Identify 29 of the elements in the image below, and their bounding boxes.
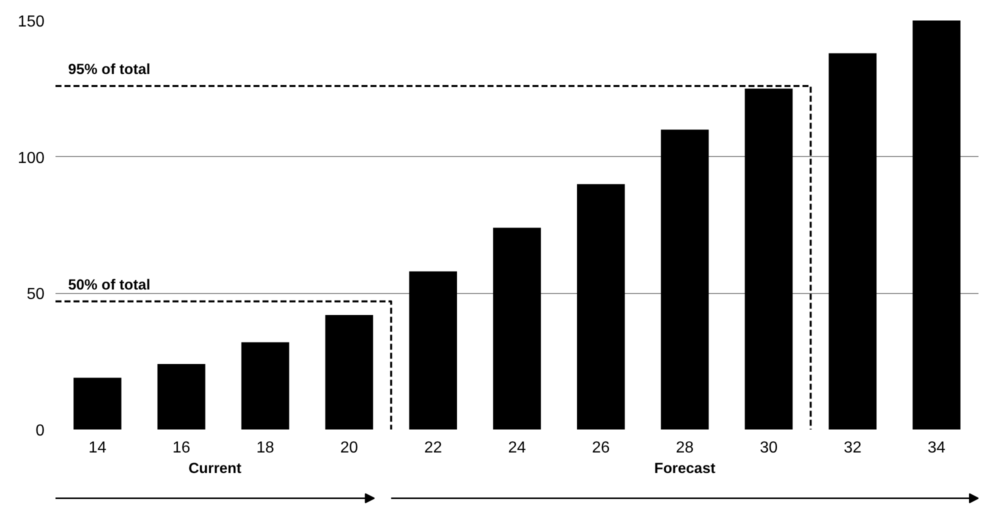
bar (74, 378, 122, 430)
bar (828, 53, 877, 430)
x-tick-label: 24 (508, 440, 526, 456)
bar (157, 364, 206, 430)
x-tick-label: 14 (88, 440, 106, 456)
y-tick-label: 0 (36, 422, 45, 440)
y-tick-label: 150 (18, 14, 45, 30)
bar (576, 184, 625, 430)
bar (660, 130, 709, 430)
text: Forecast (654, 461, 716, 478)
x-tick-label: 20 (340, 440, 358, 456)
x-tick-label: 22 (424, 440, 442, 456)
x-tick-label: 32 (844, 440, 862, 456)
bar (493, 228, 541, 430)
x-tick-label: 28 (676, 440, 694, 456)
y-tick-label: 50 (26, 286, 45, 304)
bar (325, 314, 374, 430)
x-tick-label: 18 (256, 440, 274, 456)
ref-line-label: 50% of total (68, 277, 150, 294)
x-tick-label: 30 (760, 440, 778, 456)
bar (409, 271, 458, 430)
text: Current (188, 461, 242, 478)
x-tick-label: 16 (172, 440, 190, 456)
x-tick-label: 26 (592, 440, 610, 456)
ref-line-label: 95% of total (68, 62, 150, 78)
x-tick-label: 34 (928, 440, 946, 456)
y-tick-label: 100 (18, 150, 45, 167)
bar (912, 20, 960, 430)
bar (241, 342, 290, 430)
